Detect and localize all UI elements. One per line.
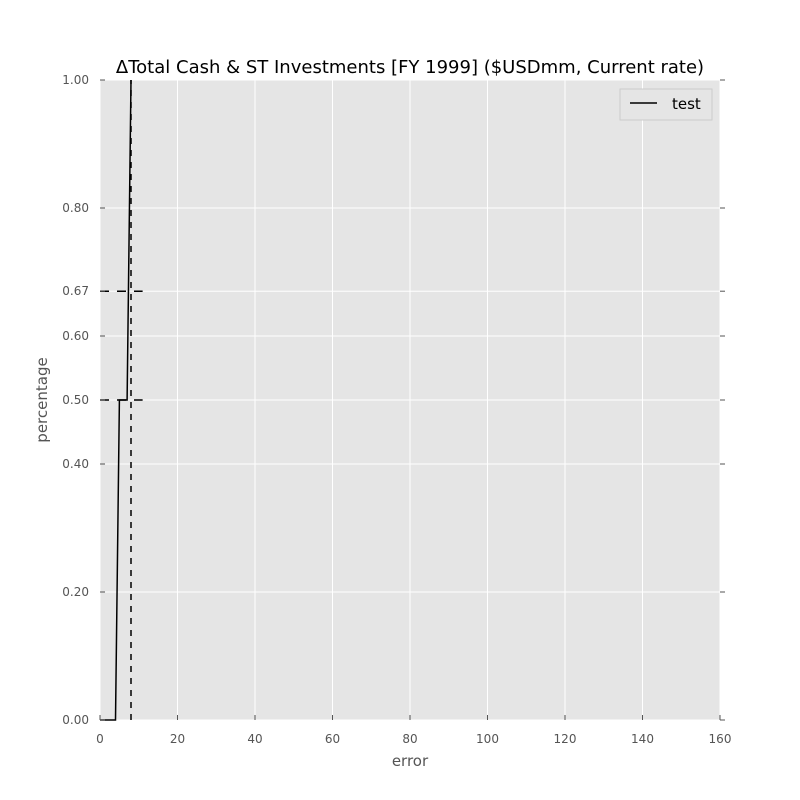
- series-layer: [100, 79, 132, 721]
- x-tick-label: 120: [554, 732, 577, 746]
- x-tick-label: 140: [631, 732, 654, 746]
- x-axis-label: error: [392, 752, 429, 770]
- y-tick-label: 1.00: [62, 73, 89, 87]
- series-line-test: [100, 79, 132, 721]
- x-tick-label: 80: [402, 732, 417, 746]
- legend-label-test: test: [672, 95, 701, 113]
- x-tick-label: 60: [325, 732, 340, 746]
- legend: test: [619, 88, 713, 121]
- x-tick-label: 40: [247, 732, 262, 746]
- y-tick-label: 0.67: [62, 284, 89, 298]
- x-tick-label: 160: [709, 732, 732, 746]
- y-tick-label: 0.00: [62, 713, 89, 727]
- x-tick-label: 20: [170, 732, 185, 746]
- x-tick-label: 100: [476, 732, 499, 746]
- y-tick-label: 0.50: [62, 393, 89, 407]
- y-tick-label: 0.80: [62, 201, 89, 215]
- axis-ticks: 0 20 40 60 80 100 120 140 160 0.00 0.20 0.40 0.50 0.6…: [62, 73, 731, 746]
- y-tick-label: 0.40: [62, 457, 89, 471]
- y-tick-label: 0.20: [62, 585, 89, 599]
- y-axis-label: percentage: [33, 357, 51, 442]
- chart-title: ΔTotal Cash & ST Investments [FY 1999] (…: [116, 57, 704, 78]
- y-tick-label: 0.60: [62, 329, 89, 343]
- x-tick-label: 0: [96, 732, 104, 746]
- legend-box: [619, 88, 713, 121]
